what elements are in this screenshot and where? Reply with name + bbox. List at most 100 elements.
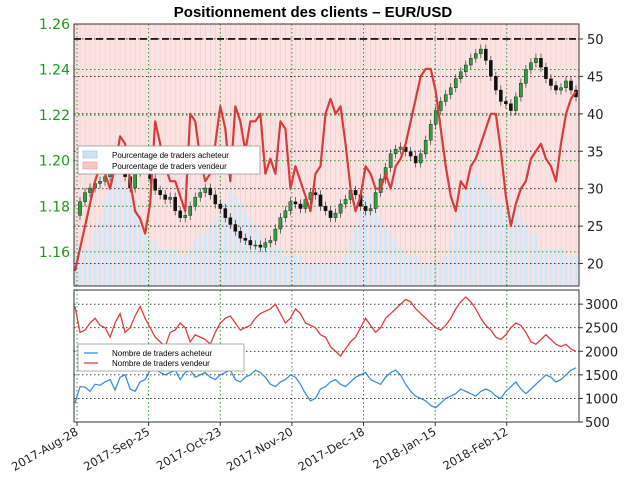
- price-candle: [408, 151, 413, 157]
- chart-title: Positionnement des clients – EUR/USD: [174, 4, 453, 21]
- price-candle: [438, 101, 443, 111]
- price-candle: [213, 194, 218, 205]
- price-candle: [534, 57, 538, 63]
- price-candle: [158, 190, 162, 196]
- right-tick-label: 50: [587, 33, 604, 48]
- long-percent-area: [73, 173, 578, 286]
- price-candle: [343, 199, 348, 205]
- legend-label-long-percent: Pourcentage de traders acheteur: [112, 151, 229, 160]
- price-candle: [273, 228, 278, 241]
- price-candle: [243, 237, 248, 241]
- left-tick-label: 1.16: [39, 245, 70, 261]
- right-axis-ticks: 20 25 30 35 40 45 50: [579, 33, 604, 273]
- lower-right-tick-label: 1500: [585, 369, 618, 384]
- price-candle: [428, 124, 433, 141]
- x-tick-label: 2017-Aug-28: [9, 424, 80, 473]
- price-candle: [78, 201, 82, 216]
- upper-plot-frame: [73, 23, 580, 287]
- x-tick-label: 2018-Jan-15: [371, 424, 439, 471]
- legend-label-short-count: Nombre de traders vendeur: [112, 359, 210, 368]
- price-candle: [494, 76, 498, 91]
- right-tick-label: 20: [587, 258, 604, 273]
- price-candle: [559, 87, 563, 91]
- legend-label-short-percent: Pourcentage de traders vendeur: [112, 162, 227, 171]
- price-candle: [218, 203, 223, 209]
- price-candle: [539, 57, 543, 68]
- lower-right-tick-label: 2000: [585, 345, 618, 360]
- price-candle: [393, 149, 398, 155]
- lower-legend-box: [77, 343, 245, 372]
- price-candle: [433, 110, 438, 125]
- price-candle: [554, 85, 558, 91]
- price-candle: [368, 208, 373, 212]
- lower-right-tick-label: 1000: [585, 392, 618, 407]
- price-candle: [233, 224, 238, 232]
- left-tick-label: 1.22: [39, 108, 70, 124]
- price-candle: [163, 194, 167, 200]
- price-candle: [258, 244, 263, 248]
- price-candle: [268, 240, 273, 243]
- lower-plot-frame: [73, 289, 580, 423]
- upper-legend: Pourcentage de traders acheteur Pourcent…: [77, 145, 261, 175]
- lower-right-tick-label: 500: [585, 416, 610, 431]
- right-tick-label: 25: [587, 220, 604, 235]
- x-tick-label: 2017-Sep-25: [81, 424, 152, 473]
- lower-panel: 500 1000 1500 2000 2500 3000 Nombre de trader…: [73, 289, 618, 431]
- price-candle: [504, 101, 508, 104]
- price-candle: [173, 196, 178, 212]
- price-candle: [298, 203, 303, 209]
- price-candle: [198, 192, 203, 198]
- price-candle: [388, 153, 393, 168]
- price-candle: [183, 215, 188, 218]
- price-candle: [479, 48, 483, 54]
- price-candle: [133, 171, 137, 189]
- upper-legend-box: [77, 145, 261, 175]
- price-candle: [263, 242, 268, 248]
- price-candle: [328, 210, 333, 218]
- price-candle: [458, 71, 463, 79]
- price-candle: [569, 80, 573, 91]
- price-candle: [524, 69, 528, 84]
- x-tick-label: 2018-Feb-12: [440, 424, 510, 472]
- price-candle: [373, 192, 378, 209]
- price-candle: [323, 206, 328, 212]
- price-candle: [353, 190, 358, 196]
- price-candle: [188, 206, 193, 216]
- price-candle: [208, 187, 213, 196]
- short-count-line: [74, 296, 577, 357]
- right-tick-label: 40: [587, 108, 604, 123]
- price-candle: [253, 244, 258, 247]
- price-candle: [288, 201, 293, 212]
- lower-right-tick-label: 2500: [585, 322, 618, 337]
- price-candle: [398, 146, 403, 150]
- short-percent-line: [73, 67, 577, 272]
- price-candle: [423, 139, 428, 155]
- price-candle: [544, 67, 548, 79]
- short-percent-polyline: [73, 67, 577, 272]
- legend-swatch-short-percent: [82, 161, 98, 170]
- price-candle: [153, 178, 157, 191]
- price-candle: [484, 48, 488, 61]
- price-candle: [278, 217, 283, 230]
- price-candle: [293, 201, 298, 205]
- price-candle: [453, 78, 458, 88]
- price-candle: [223, 208, 228, 218]
- price-candle: [468, 57, 473, 66]
- price-candle: [499, 89, 503, 102]
- price-candle: [413, 155, 418, 164]
- price-candle: [88, 187, 92, 193]
- price-candle: [83, 192, 87, 202]
- price-candle: [333, 212, 338, 218]
- right-tick-label: 35: [587, 145, 604, 160]
- price-candle: [509, 103, 513, 111]
- price-candle: [98, 180, 102, 184]
- price-candle: [519, 83, 523, 98]
- lower-right-axis-ticks: 500 1000 1500 2000 2500 3000: [579, 298, 618, 431]
- left-tick-label: 1.18: [39, 199, 70, 215]
- left-tick-label: 1.24: [39, 63, 70, 79]
- price-candle: [443, 94, 448, 102]
- price-candle: [514, 96, 518, 111]
- price-candle: [228, 217, 233, 225]
- price-candle: [318, 194, 323, 207]
